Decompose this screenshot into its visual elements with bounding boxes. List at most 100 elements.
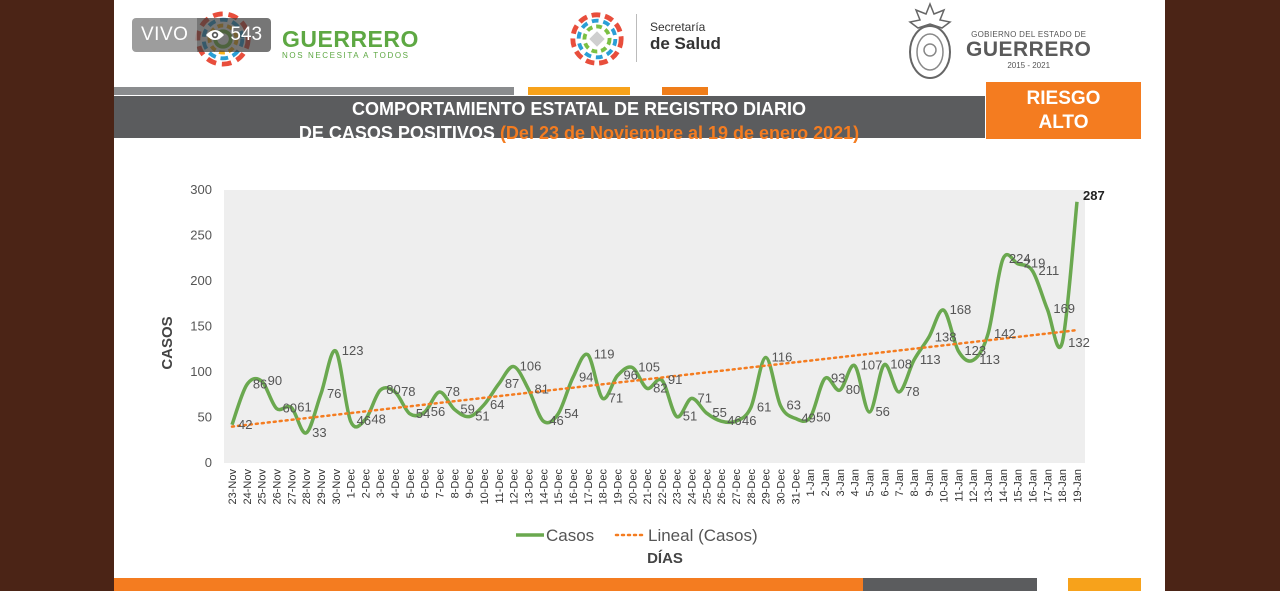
risk-badge: RIESGO ALTO: [986, 82, 1141, 139]
data-label: 46: [357, 413, 371, 428]
x-tick-label: 10-Dec: [479, 469, 491, 505]
x-tick-label: 14-Dec: [538, 469, 550, 505]
data-label: 123: [342, 343, 364, 358]
data-label: 106: [520, 359, 542, 374]
data-label: 78: [905, 384, 919, 399]
x-tick-label: 2-Jan: [820, 469, 832, 497]
data-label: 56: [875, 404, 889, 419]
data-label: 91: [668, 372, 682, 387]
x-tick-label: 5-Jan: [864, 469, 876, 497]
data-label: 96: [623, 368, 637, 383]
x-tick-label: 3-Dec: [375, 469, 387, 499]
data-label: 123: [964, 343, 986, 358]
x-tick-label: 24-Nov: [242, 469, 254, 505]
title-banner: [114, 96, 985, 138]
data-label: 61: [757, 399, 771, 414]
data-label: 59: [460, 401, 474, 416]
secretaria-line2: de Salud: [650, 34, 721, 53]
x-tick-label: 17-Dec: [583, 469, 595, 505]
data-label: 94: [579, 369, 593, 384]
x-tick-label: 28-Dec: [746, 469, 758, 505]
x-tick-label: 18-Dec: [598, 469, 610, 505]
data-label: 219: [1024, 256, 1046, 271]
x-tick-label: 14-Jan: [998, 469, 1010, 503]
guerrero-brand: GUERRERO NOS NECESITA A TODOS: [282, 26, 419, 60]
data-label: 64: [490, 397, 504, 412]
data-label: 80: [386, 382, 400, 397]
data-label: 71: [609, 390, 623, 405]
x-tick-label: 27-Nov: [286, 469, 298, 505]
data-label: 86: [253, 377, 267, 392]
left-letterbox: [0, 0, 114, 591]
title-line2: DE CASOS POSITIVOS: [298, 123, 495, 143]
x-tick-label: 22-Dec: [657, 469, 669, 505]
x-tick-label: 8-Dec: [449, 469, 461, 499]
gov-line2: GUERRERO: [966, 38, 1092, 61]
data-label: 105: [638, 359, 660, 374]
x-tick-label: 24-Dec: [687, 469, 699, 505]
footer-strip-gray: [863, 578, 1037, 591]
data-label: 76: [327, 386, 341, 401]
x-tick-label: 11-Dec: [494, 469, 506, 504]
x-tick-label: 13-Dec: [523, 469, 535, 505]
data-label: 60: [282, 400, 296, 415]
y-tick-label: 300: [190, 182, 212, 197]
accent-strip-orange: [662, 87, 708, 95]
data-label: 78: [401, 384, 415, 399]
data-label: 90: [268, 373, 282, 388]
y-tick-label: 200: [190, 273, 212, 288]
data-label: 48: [371, 411, 385, 426]
x-tick-label: 16-Dec: [568, 469, 580, 505]
title-line1: COMPORTAMIENTO ESTATAL DE REGISTRO DIARI…: [351, 99, 806, 119]
eye-icon: [206, 30, 225, 40]
data-label: 93: [831, 370, 845, 385]
data-label: 46: [549, 413, 563, 428]
data-label: 132: [1068, 335, 1090, 350]
x-tick-label: 23-Nov: [227, 469, 239, 505]
data-label: 51: [683, 409, 697, 424]
trend-line-lineal: [230, 328, 1079, 428]
viewer-count-badge: 543: [197, 18, 272, 52]
data-label: 116: [772, 349, 793, 364]
x-tick-label: 8-Jan: [909, 469, 921, 497]
data-label: 224: [1009, 251, 1031, 266]
data-label: 169: [1053, 301, 1075, 316]
data-label: 78: [446, 384, 460, 399]
secretaria-line1: Secretaría: [650, 20, 706, 34]
x-tick-label: 18-Jan: [1057, 469, 1069, 503]
gobierno-brand: GOBIERNO DEL ESTADO DE GUERRERO 2015 - 2…: [966, 30, 1091, 70]
viewer-count: 543: [230, 24, 263, 45]
presentation-slide: GUERRERO NOS NECESITA A TODOS Secretaría…: [114, 0, 1165, 591]
risk-line1: RIESGO: [1026, 87, 1101, 109]
data-label: 87: [505, 376, 519, 391]
x-tick-label: 9-Jan: [924, 469, 936, 497]
secretaria-salud-brand: Secretaría de Salud: [650, 20, 721, 54]
x-tick-label: 29-Nov: [316, 469, 328, 505]
y-tick-label: 250: [190, 228, 212, 243]
data-label: 56: [431, 404, 445, 419]
y-tick-label: 100: [190, 364, 212, 379]
x-tick-label: 23-Dec: [672, 469, 684, 505]
data-label: 142: [994, 326, 1016, 341]
right-letterbox: [1165, 0, 1280, 591]
x-tick-label: 30-Nov: [331, 469, 343, 505]
x-tick-label: 3-Jan: [835, 469, 847, 497]
data-label: 107: [861, 358, 883, 373]
chart-title: COMPORTAMIENTO ESTATAL DE REGISTRO DIARI…: [234, 97, 924, 145]
x-tick-label: 13-Jan: [983, 469, 995, 503]
title-date-range: (Del 23 de Noviembre al 19 de enero 2021…: [499, 123, 860, 143]
x-tick-label: 15-Jan: [1013, 469, 1025, 503]
data-label: 55: [712, 405, 726, 420]
x-tick-label: 12-Jan: [968, 469, 980, 503]
x-tick-label: 5-Dec: [405, 469, 417, 499]
x-tick-label: 11-Jan: [953, 469, 965, 502]
y-tick-label: 150: [190, 319, 212, 334]
x-tick-label: 1-Jan: [805, 469, 817, 497]
x-tick-label: 30-Dec: [776, 469, 788, 505]
footer-strip-yellow: [1068, 578, 1141, 591]
gov-line1: GOBIERNO DEL ESTADO DE: [971, 30, 1087, 39]
logo-divider: [636, 14, 637, 62]
x-axis-title: DÍAS: [647, 550, 683, 567]
data-label: 108: [890, 357, 912, 372]
x-tick-label: 2-Dec: [360, 469, 372, 499]
